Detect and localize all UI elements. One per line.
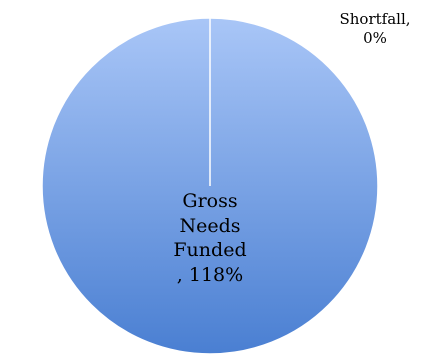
slice-label-gross-needs-funded: Gross Needs Funded , 118% (173, 190, 247, 287)
slice-label-shortfall: Shortfall, 0% (339, 10, 411, 47)
pie-slices (41, 17, 379, 355)
